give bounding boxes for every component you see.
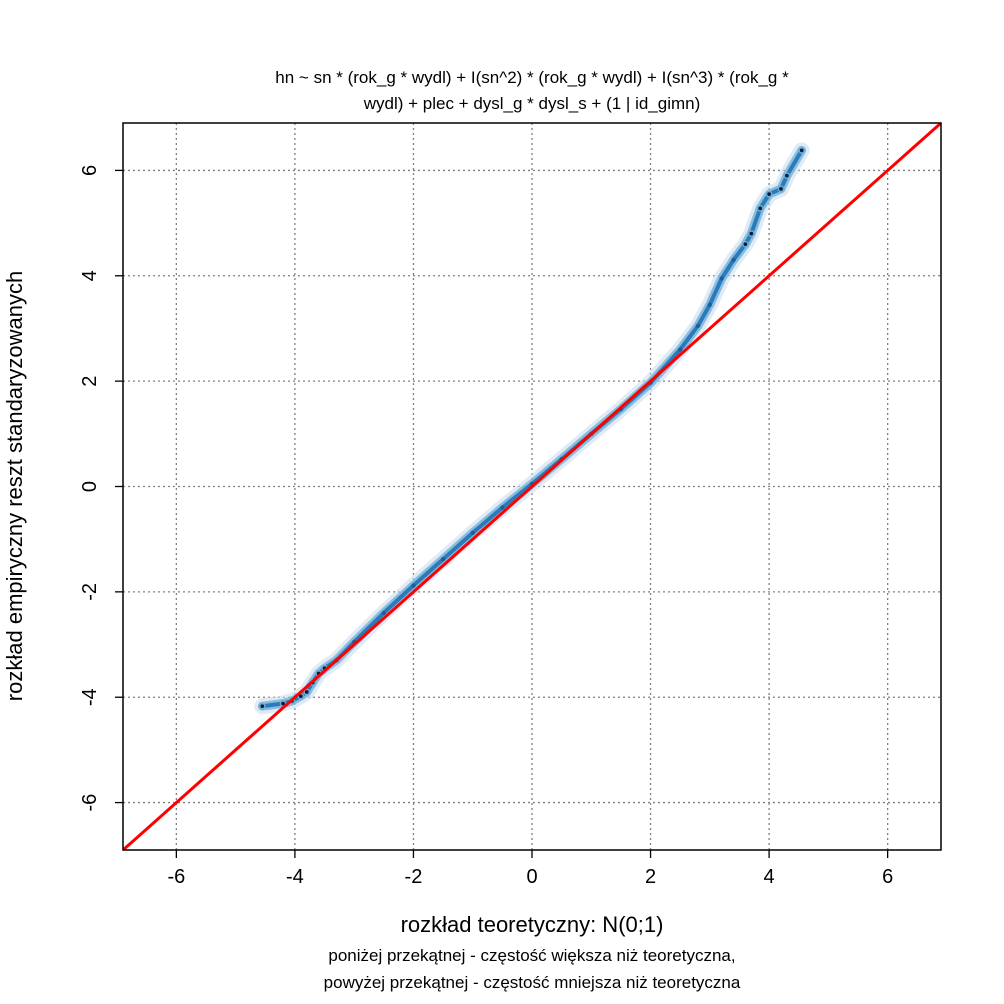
x-axis-ticks: -6 -4 -2 0 2 4 6 <box>167 850 893 888</box>
data-points <box>258 147 806 710</box>
subtitle-line-2: powyżej przekątnej - częstość mniejsza n… <box>324 973 741 992</box>
data-point <box>731 257 736 263</box>
data-point <box>742 240 749 248</box>
y-tick-label: 6 <box>79 165 101 176</box>
data-point <box>719 276 724 281</box>
x-tick-label: -4 <box>286 866 304 888</box>
data-point <box>798 147 806 154</box>
y-tick-label: -6 <box>79 794 101 812</box>
x-axis-label: rozkład teoretyczny: N(0;1) <box>401 912 664 937</box>
x-tick-label: -6 <box>167 866 185 888</box>
data-point <box>381 610 387 616</box>
x-tick-label: 2 <box>645 866 656 888</box>
y-tick-label: -4 <box>79 688 101 706</box>
data-point <box>470 530 475 536</box>
y-tick-label: 2 <box>79 376 101 387</box>
y-tick-label: 0 <box>79 481 101 492</box>
data-point <box>440 557 446 562</box>
subtitle-line-1: poniżej przekątnej - częstość większa ni… <box>328 946 735 965</box>
data-point <box>707 302 713 307</box>
x-tick-label: 0 <box>526 866 537 888</box>
y-tick-label: 4 <box>79 270 101 281</box>
data-point <box>783 172 791 180</box>
data-point <box>303 688 311 696</box>
data-point <box>756 204 764 212</box>
y-axis-ticks: -6 -4 -2 0 2 4 6 <box>79 165 123 812</box>
reference-line <box>123 123 941 850</box>
chart-title-line-2: wydl) + plec + dysl_g * dysl_s + (1 | id… <box>363 94 701 113</box>
data-point <box>695 323 701 329</box>
gridlines <box>123 123 941 850</box>
x-tick-label: 4 <box>764 866 775 888</box>
data-point <box>765 190 773 198</box>
data-point <box>500 505 505 510</box>
data-point <box>747 230 755 237</box>
data-point <box>258 702 266 710</box>
chart-title-line-1: hn ~ sn * (rok_g * wydl) + I(sn^2) * (ro… <box>275 68 789 87</box>
y-tick-label: -2 <box>79 583 101 601</box>
data-point <box>411 583 416 588</box>
x-tick-label: 6 <box>882 866 893 888</box>
data-point <box>777 185 785 193</box>
y-axis-label: rozkład empiryczny reszt standaryzowanyc… <box>2 271 27 701</box>
reference-line-layer <box>123 123 941 850</box>
data-point <box>677 347 683 352</box>
x-tick-label: -2 <box>405 866 423 888</box>
